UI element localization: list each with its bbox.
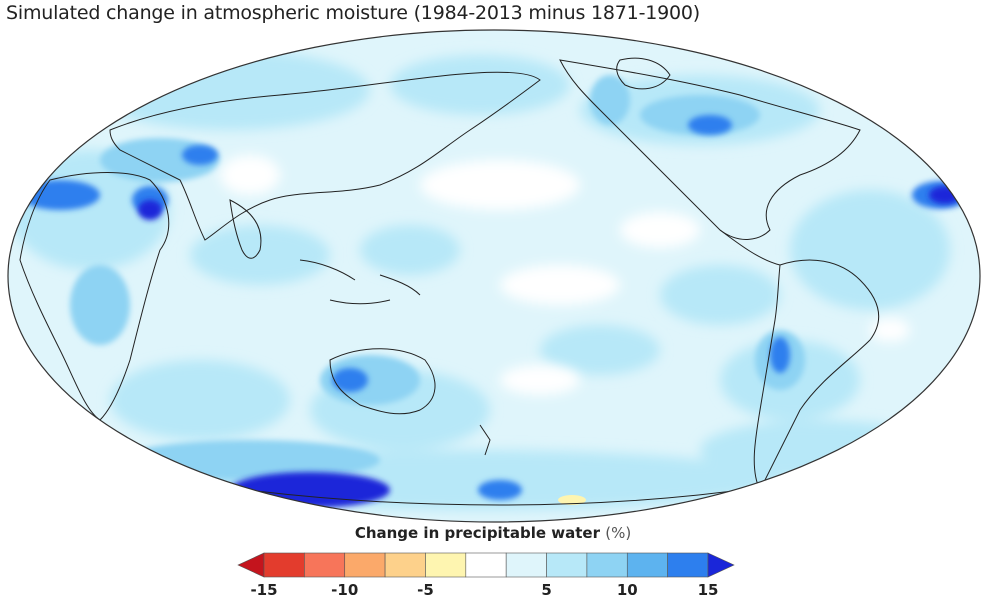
colorbar-bin bbox=[586, 552, 628, 578]
colorbar-bin bbox=[263, 552, 305, 578]
colorbar-arrow-min bbox=[237, 552, 265, 578]
colorbar-bin bbox=[344, 552, 386, 578]
legend-label: Change in precipitable water bbox=[354, 524, 600, 542]
colorbar-bin bbox=[667, 552, 709, 578]
colorbar-tick-label: 5 bbox=[541, 581, 552, 599]
map-title: Simulated change in atmospheric moisture… bbox=[6, 2, 700, 24]
legend-unit: (%) bbox=[605, 524, 632, 542]
legend-title: Change in precipitable water (%) bbox=[0, 524, 986, 542]
colorbar-bin bbox=[546, 552, 588, 578]
colorbar-tick-label: -5 bbox=[417, 581, 434, 599]
colorbar-tick-label: -10 bbox=[331, 581, 359, 599]
colorbar-bin bbox=[465, 552, 507, 578]
colorbar bbox=[237, 552, 735, 578]
globe-outline bbox=[7, 29, 981, 523]
colorbar-bin bbox=[425, 552, 467, 578]
colorbar-tick-label: 15 bbox=[697, 581, 719, 599]
colorbar-bin bbox=[304, 552, 346, 578]
colorbar-bin bbox=[626, 552, 668, 578]
colorbar-bin bbox=[384, 552, 426, 578]
colorbar-tick-label: -15 bbox=[250, 581, 278, 599]
colorbar-bin bbox=[505, 552, 547, 578]
colorbar-arrow-max bbox=[707, 552, 735, 578]
colorbar-tick-label: 10 bbox=[616, 581, 638, 599]
